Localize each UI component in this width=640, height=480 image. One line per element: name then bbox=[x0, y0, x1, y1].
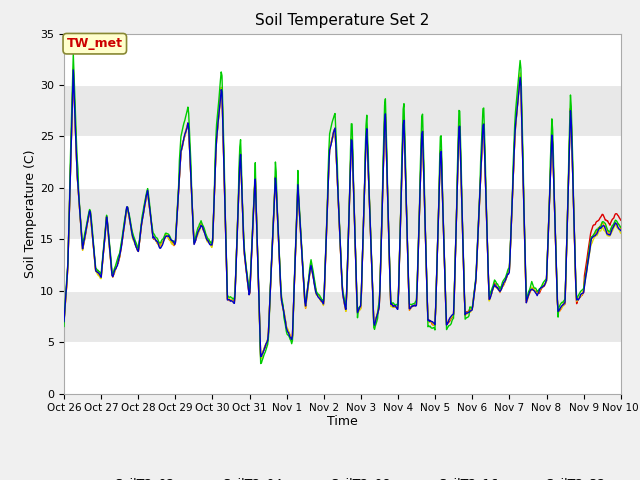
SoilT2_16 bbox=[71, 95, 79, 101]
Title: Soil Temperature Set 2: Soil Temperature Set 2 bbox=[255, 13, 429, 28]
SoilT2_32 bbox=[128, 232, 136, 238]
SoilT2_04 bbox=[60, 319, 68, 325]
SoilT2_16 bbox=[70, 51, 77, 57]
SoilT2_08 bbox=[128, 233, 136, 239]
SoilT2_08 bbox=[412, 302, 419, 308]
SoilT2_32 bbox=[60, 319, 68, 324]
SoilT2_02 bbox=[71, 110, 79, 116]
SoilT2_16 bbox=[214, 106, 222, 111]
Bar bbox=[64, 136, 621, 188]
SoilT2_08 bbox=[428, 319, 436, 324]
SoilT2_16 bbox=[128, 228, 136, 234]
SoilT2_02 bbox=[617, 217, 625, 223]
SoilT2_04 bbox=[412, 302, 419, 308]
SoilT2_16 bbox=[185, 110, 193, 116]
SoilT2_04 bbox=[70, 66, 77, 72]
SoilT2_32 bbox=[412, 303, 419, 309]
SoilT2_08 bbox=[257, 356, 264, 361]
SoilT2_08 bbox=[214, 120, 222, 126]
SoilT2_02 bbox=[412, 302, 419, 308]
SoilT2_08 bbox=[60, 318, 68, 324]
SoilT2_16 bbox=[617, 224, 625, 230]
SoilT2_02 bbox=[257, 354, 264, 360]
Line: SoilT2_02: SoilT2_02 bbox=[64, 72, 621, 357]
Bar bbox=[64, 342, 621, 394]
SoilT2_02 bbox=[70, 69, 77, 74]
SoilT2_04 bbox=[257, 356, 264, 362]
SoilT2_16 bbox=[60, 324, 68, 329]
SoilT2_04 bbox=[428, 320, 436, 326]
SoilT2_32 bbox=[257, 354, 264, 360]
SoilT2_04 bbox=[71, 110, 79, 116]
Text: TW_met: TW_met bbox=[67, 37, 123, 50]
SoilT2_02 bbox=[60, 318, 68, 324]
Bar bbox=[64, 240, 621, 291]
Line: SoilT2_04: SoilT2_04 bbox=[64, 69, 621, 359]
Legend: SoilT2_02, SoilT2_04, SoilT2_08, SoilT2_16, SoilT2_32: SoilT2_02, SoilT2_04, SoilT2_08, SoilT2_… bbox=[74, 472, 611, 480]
SoilT2_32 bbox=[428, 319, 436, 324]
SoilT2_02 bbox=[128, 230, 136, 236]
SoilT2_04 bbox=[128, 230, 136, 236]
SoilT2_04 bbox=[617, 226, 625, 231]
SoilT2_08 bbox=[71, 109, 79, 115]
SoilT2_32 bbox=[185, 125, 193, 131]
Bar bbox=[64, 34, 621, 85]
SoilT2_08 bbox=[185, 126, 193, 132]
SoilT2_08 bbox=[617, 230, 625, 236]
SoilT2_04 bbox=[214, 120, 222, 126]
SoilT2_16 bbox=[412, 299, 419, 304]
SoilT2_16 bbox=[428, 325, 436, 331]
Line: SoilT2_32: SoilT2_32 bbox=[64, 70, 621, 357]
SoilT2_32 bbox=[214, 119, 222, 125]
Line: SoilT2_08: SoilT2_08 bbox=[64, 68, 621, 359]
X-axis label: Time: Time bbox=[327, 415, 358, 428]
SoilT2_02 bbox=[428, 321, 436, 327]
SoilT2_04 bbox=[185, 126, 193, 132]
SoilT2_32 bbox=[71, 111, 79, 117]
SoilT2_08 bbox=[70, 65, 77, 71]
Line: SoilT2_16: SoilT2_16 bbox=[64, 54, 621, 363]
SoilT2_02 bbox=[214, 120, 222, 125]
Y-axis label: Soil Temperature (C): Soil Temperature (C) bbox=[24, 149, 37, 278]
SoilT2_32 bbox=[70, 67, 77, 73]
SoilT2_32 bbox=[617, 228, 625, 233]
SoilT2_02 bbox=[185, 126, 193, 132]
SoilT2_16 bbox=[257, 360, 264, 366]
